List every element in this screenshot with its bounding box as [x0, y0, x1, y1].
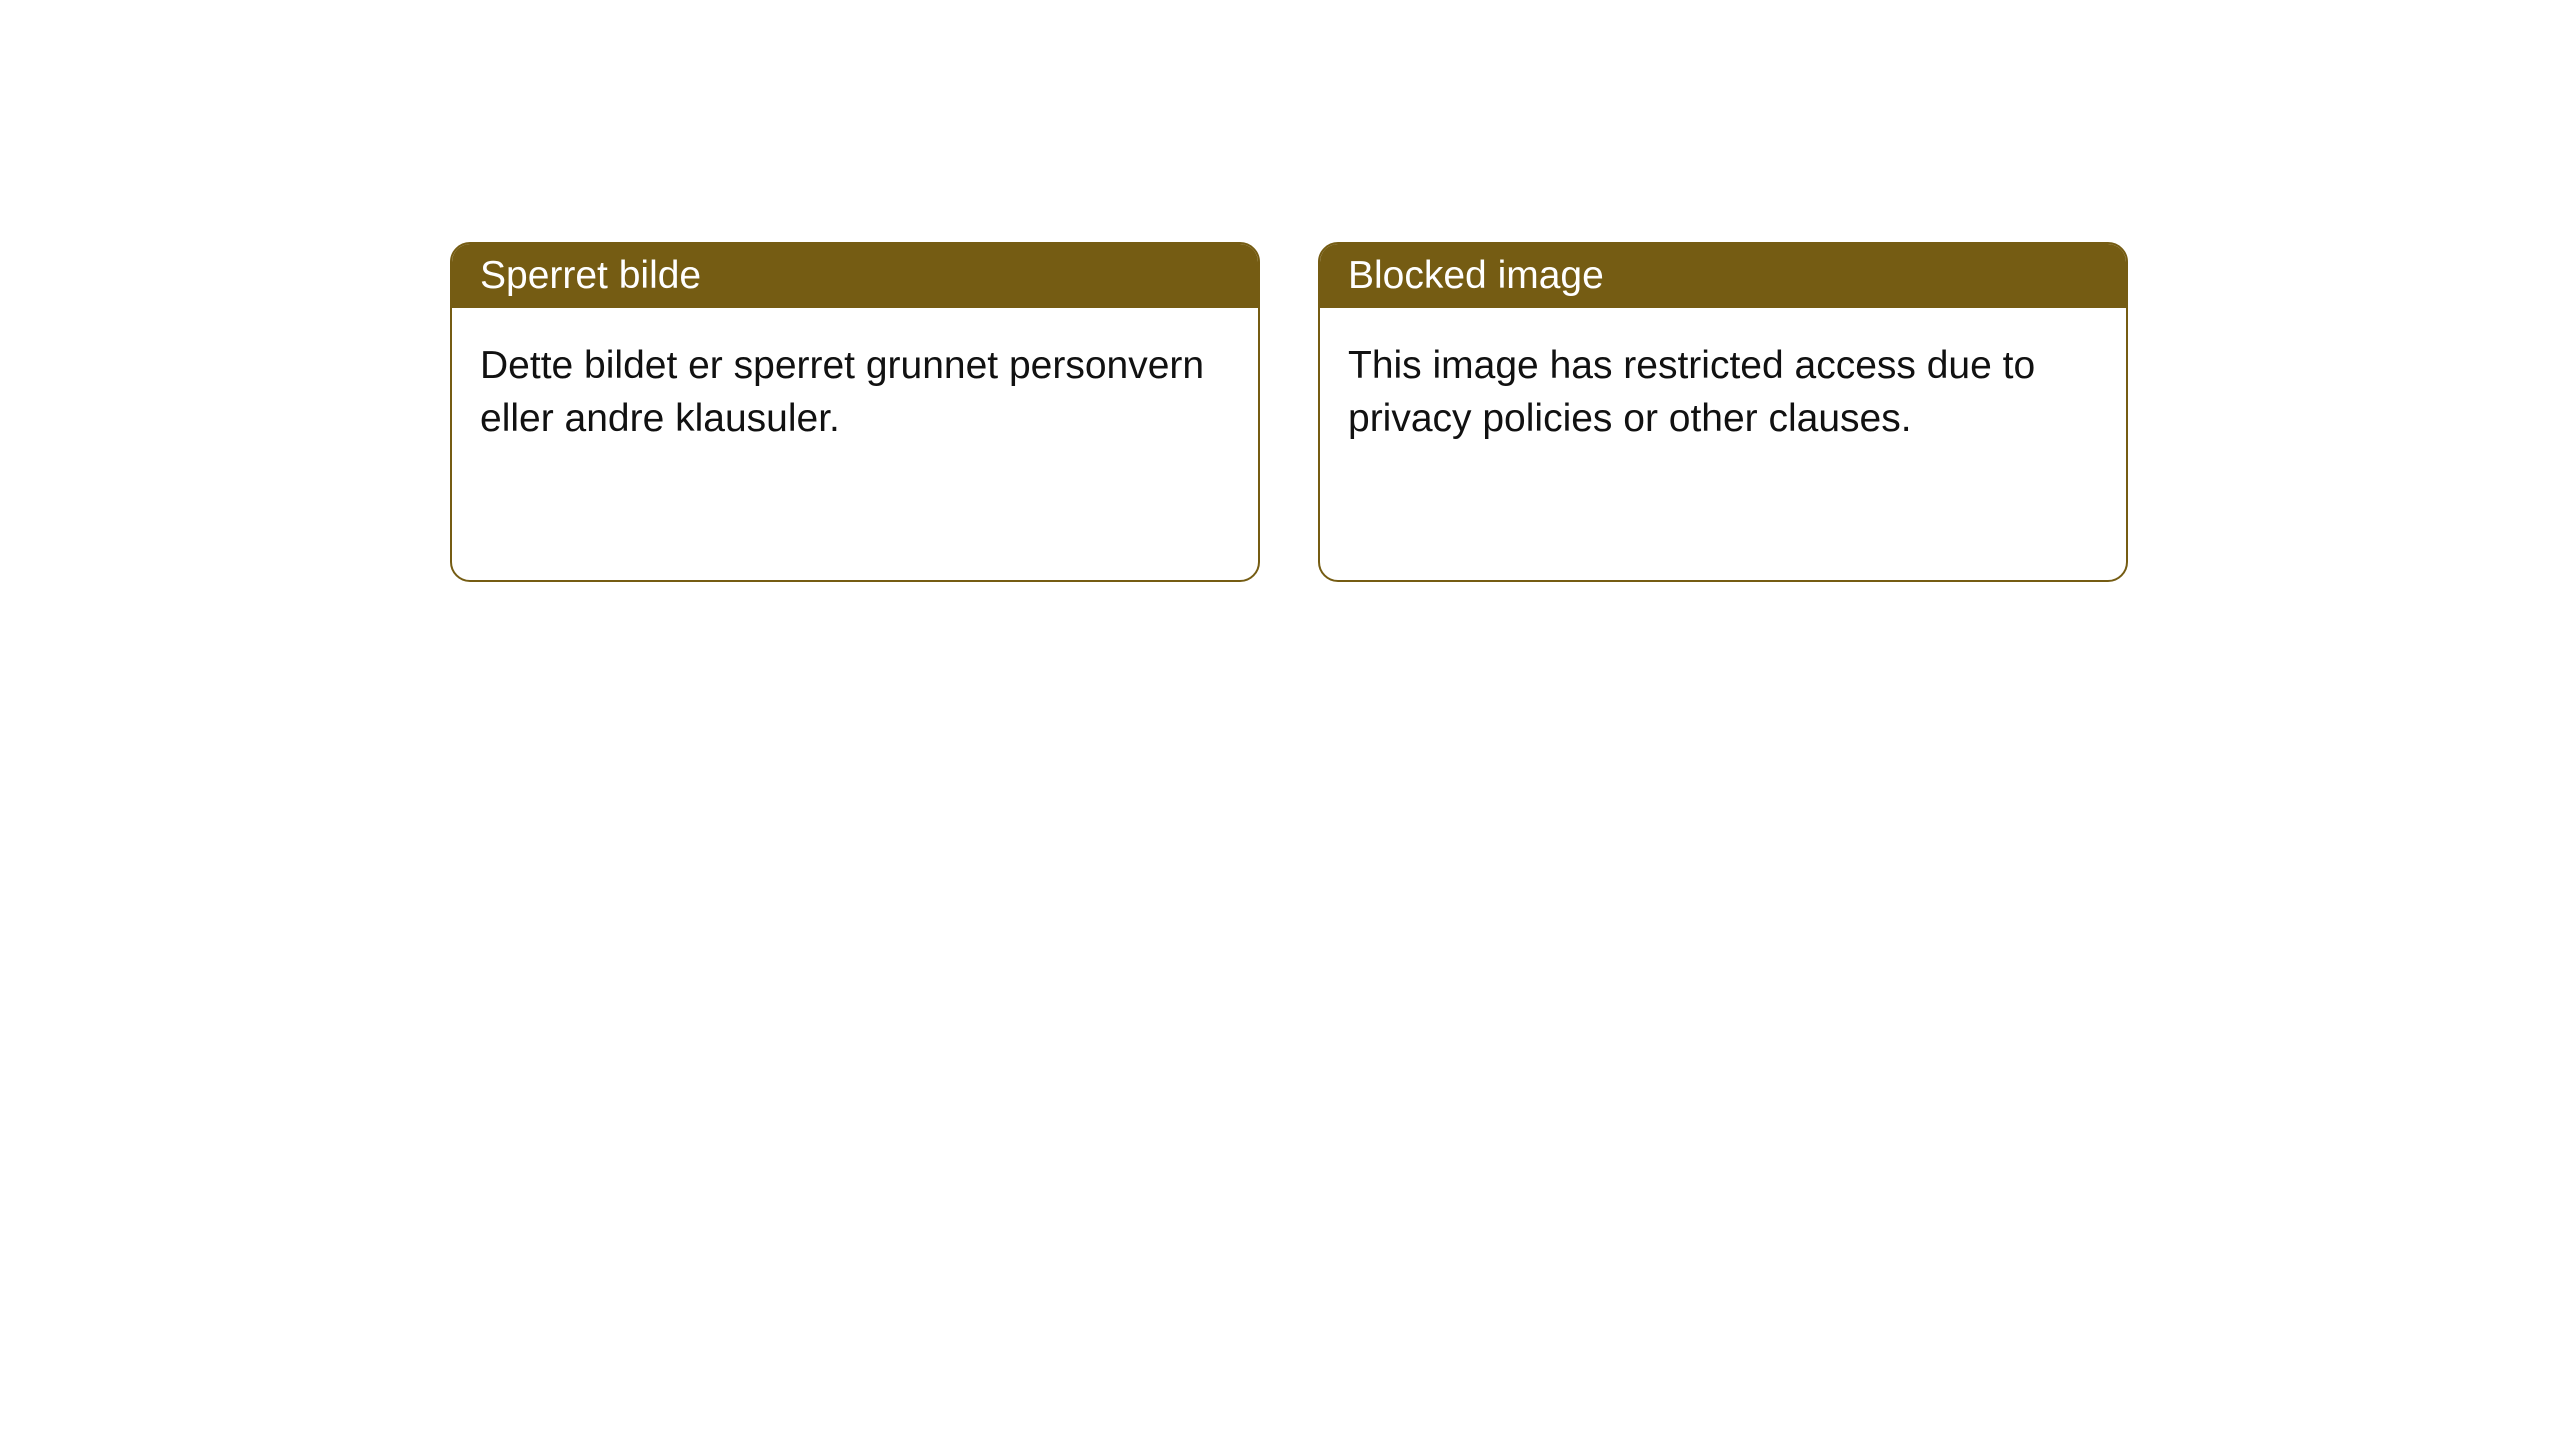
- card-header-norwegian: Sperret bilde: [452, 244, 1258, 308]
- card-english: Blocked image This image has restricted …: [1318, 242, 2128, 582]
- card-body-norwegian: Dette bildet er sperret grunnet personve…: [452, 308, 1258, 477]
- card-header-english: Blocked image: [1320, 244, 2126, 308]
- card-body-english: This image has restricted access due to …: [1320, 308, 2126, 477]
- card-norwegian: Sperret bilde Dette bildet er sperret gr…: [450, 242, 1260, 582]
- cards-container: Sperret bilde Dette bildet er sperret gr…: [450, 242, 2128, 582]
